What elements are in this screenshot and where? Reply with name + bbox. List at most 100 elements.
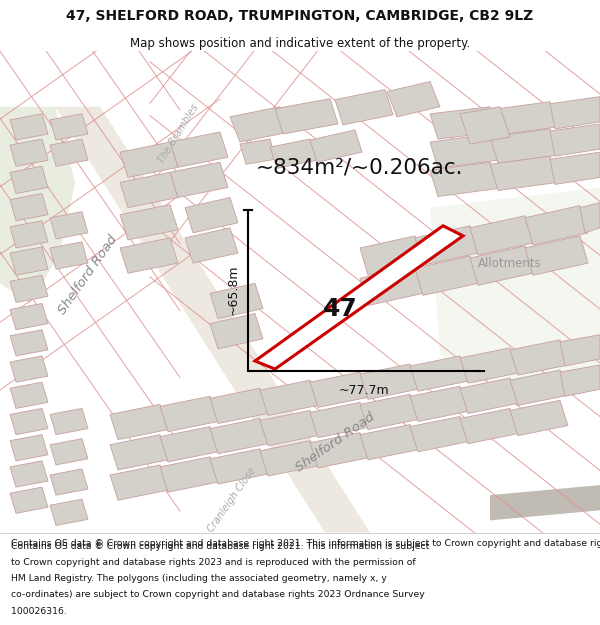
Polygon shape bbox=[10, 304, 48, 330]
Polygon shape bbox=[10, 194, 48, 221]
Text: ~65.8m: ~65.8m bbox=[227, 264, 240, 314]
Polygon shape bbox=[310, 130, 362, 162]
Text: co-ordinates) are subject to Crown copyright and database rights 2023 Ordnance S: co-ordinates) are subject to Crown copyr… bbox=[11, 590, 425, 599]
Text: Contains OS data © Crown copyright and database right 2021. This information is : Contains OS data © Crown copyright and d… bbox=[11, 539, 600, 548]
Polygon shape bbox=[430, 107, 498, 139]
Polygon shape bbox=[210, 283, 263, 319]
Polygon shape bbox=[410, 416, 468, 452]
Polygon shape bbox=[10, 247, 48, 275]
Polygon shape bbox=[50, 469, 88, 495]
Polygon shape bbox=[510, 340, 568, 375]
Polygon shape bbox=[50, 212, 88, 239]
Polygon shape bbox=[50, 242, 88, 269]
Text: 47, SHELFORD ROAD, TRUMPINGTON, CAMBRIDGE, CB2 9LZ: 47, SHELFORD ROAD, TRUMPINGTON, CAMBRIDG… bbox=[67, 9, 533, 23]
Text: Cranleigh Close: Cranleigh Close bbox=[206, 466, 258, 534]
Text: HM Land Registry. The polygons (including the associated geometry, namely x, y: HM Land Registry. The polygons (includin… bbox=[11, 574, 386, 583]
Polygon shape bbox=[335, 89, 393, 125]
Polygon shape bbox=[410, 386, 468, 421]
Polygon shape bbox=[210, 419, 268, 454]
Polygon shape bbox=[525, 206, 588, 245]
Polygon shape bbox=[170, 132, 228, 168]
Polygon shape bbox=[10, 382, 48, 408]
Polygon shape bbox=[10, 461, 48, 487]
Polygon shape bbox=[210, 314, 263, 349]
Polygon shape bbox=[525, 236, 588, 275]
Text: Contains OS data © Crown copyright and database right 2021. This information is : Contains OS data © Crown copyright and d… bbox=[11, 542, 429, 551]
Text: 100026316.: 100026316. bbox=[11, 606, 67, 616]
Polygon shape bbox=[210, 388, 268, 424]
Polygon shape bbox=[50, 408, 88, 434]
Polygon shape bbox=[120, 142, 178, 177]
Polygon shape bbox=[10, 139, 48, 166]
Text: ~834m²/~0.206ac.: ~834m²/~0.206ac. bbox=[256, 158, 464, 177]
Polygon shape bbox=[460, 408, 518, 444]
Polygon shape bbox=[120, 238, 178, 273]
Polygon shape bbox=[120, 173, 178, 208]
Polygon shape bbox=[120, 204, 178, 240]
Polygon shape bbox=[10, 330, 48, 356]
Polygon shape bbox=[10, 434, 48, 461]
Polygon shape bbox=[260, 441, 318, 476]
Polygon shape bbox=[490, 485, 600, 521]
Polygon shape bbox=[550, 97, 600, 129]
Polygon shape bbox=[110, 404, 168, 439]
Polygon shape bbox=[10, 275, 48, 302]
Polygon shape bbox=[260, 411, 318, 446]
Polygon shape bbox=[415, 226, 478, 265]
Polygon shape bbox=[240, 139, 276, 164]
Polygon shape bbox=[550, 152, 600, 184]
Polygon shape bbox=[360, 266, 423, 306]
Polygon shape bbox=[160, 396, 218, 432]
Polygon shape bbox=[185, 228, 238, 263]
Polygon shape bbox=[50, 139, 88, 166]
Polygon shape bbox=[270, 139, 317, 168]
Polygon shape bbox=[360, 236, 423, 275]
Polygon shape bbox=[510, 401, 568, 436]
Text: Map shows position and indicative extent of the property.: Map shows position and indicative extent… bbox=[130, 37, 470, 50]
Polygon shape bbox=[10, 166, 48, 194]
Polygon shape bbox=[110, 434, 168, 470]
Polygon shape bbox=[230, 107, 290, 142]
Text: ~77.7m: ~77.7m bbox=[338, 384, 389, 398]
Polygon shape bbox=[387, 81, 440, 117]
Polygon shape bbox=[470, 246, 533, 286]
Polygon shape bbox=[510, 370, 568, 406]
Text: Shelford Road: Shelford Road bbox=[56, 233, 120, 317]
Polygon shape bbox=[50, 439, 88, 465]
Polygon shape bbox=[410, 356, 468, 391]
Polygon shape bbox=[310, 372, 368, 408]
Text: to Crown copyright and database rights 2023 and is reproduced with the permissio: to Crown copyright and database rights 2… bbox=[11, 558, 415, 567]
Text: Shelford Road: Shelford Road bbox=[293, 411, 377, 475]
Polygon shape bbox=[360, 364, 418, 399]
Text: Allotments: Allotments bbox=[478, 257, 542, 269]
Polygon shape bbox=[580, 202, 600, 233]
Polygon shape bbox=[10, 487, 48, 513]
Polygon shape bbox=[490, 129, 558, 163]
Polygon shape bbox=[310, 402, 368, 437]
Polygon shape bbox=[470, 216, 533, 255]
Polygon shape bbox=[310, 432, 368, 468]
Text: 47: 47 bbox=[323, 296, 358, 321]
Polygon shape bbox=[10, 356, 48, 382]
Polygon shape bbox=[10, 114, 48, 140]
Polygon shape bbox=[50, 499, 88, 526]
Polygon shape bbox=[275, 99, 338, 134]
Polygon shape bbox=[415, 256, 478, 296]
Polygon shape bbox=[560, 365, 600, 396]
Polygon shape bbox=[430, 162, 498, 196]
Polygon shape bbox=[160, 457, 218, 492]
Polygon shape bbox=[460, 107, 510, 144]
Polygon shape bbox=[170, 162, 228, 198]
Polygon shape bbox=[260, 380, 318, 416]
Polygon shape bbox=[50, 114, 88, 140]
Polygon shape bbox=[55, 107, 370, 532]
Polygon shape bbox=[10, 408, 48, 434]
Polygon shape bbox=[185, 198, 238, 233]
Polygon shape bbox=[0, 107, 75, 304]
Polygon shape bbox=[255, 226, 463, 369]
Polygon shape bbox=[490, 102, 558, 135]
Polygon shape bbox=[460, 348, 518, 383]
Polygon shape bbox=[110, 465, 168, 500]
Polygon shape bbox=[550, 124, 600, 156]
Polygon shape bbox=[490, 156, 558, 191]
